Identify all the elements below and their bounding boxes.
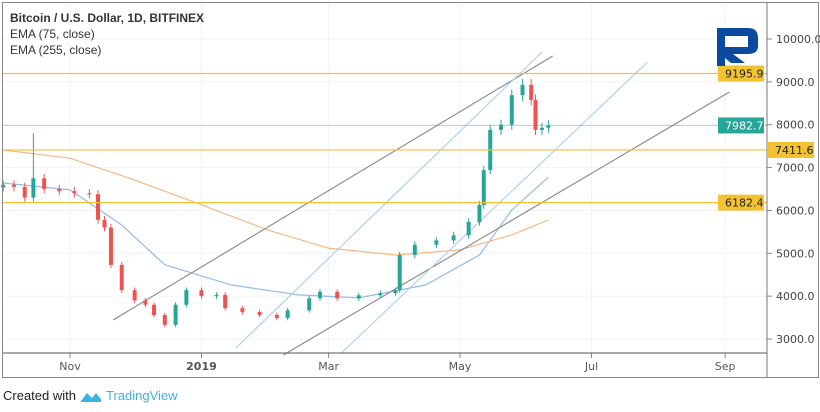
candle-body [434,240,439,245]
candle-body [533,99,538,130]
candle-body [108,227,113,265]
price-chart[interactable]: 3000.0 4000.0 5000.0 6000.0 7000.0 8000.0 9000… [0,0,820,385]
candle-body [539,127,544,130]
y-tick-label: 5000.0 [776,247,815,260]
x-tick-label: Nov [59,360,81,373]
channel-line[interactable] [341,61,648,354]
level-label: 7411.6 [775,144,814,157]
candle-body [162,315,167,325]
y-tick-label: 10000.0 [776,33,820,46]
candle-body [257,312,262,316]
candle-body [22,186,27,198]
candle-body [466,222,471,236]
x-tick-label: Sep [715,360,736,373]
candle-body [335,291,340,299]
y-tick-label: 7000.0 [776,162,815,175]
candle-body [119,264,124,291]
candle-body [499,124,504,130]
footer: Created with TradingView [3,388,178,403]
channel-line[interactable] [235,51,543,349]
indicator-ema255[interactable]: EMA (255, close) [10,43,102,57]
candle-body [393,290,398,294]
candle-body [57,189,62,192]
candle-body [87,193,92,195]
candle-body [143,300,148,305]
y-tick-label: 3000.0 [776,333,815,346]
candle-body [356,295,361,299]
level-badge [718,65,764,82]
candle-body [451,235,456,241]
level-label: 7982.7 [725,119,764,132]
candle-body [173,304,178,325]
trend-line[interactable] [283,91,730,356]
candle-body [72,191,77,194]
candle-body [102,219,107,228]
level-badge [718,117,764,134]
candle-body [477,204,482,223]
candle-body [274,315,279,319]
candle-body [184,290,189,305]
level-label: 9195.9 [725,67,764,80]
candle-body [317,291,322,299]
x-tick-label: May [449,360,472,373]
candle-body [152,304,157,316]
candle-body [412,244,417,256]
broker-logo-icon [717,28,758,66]
level-badge [718,194,764,211]
candle-body [509,95,514,125]
chart-legend: Bitcoin / U.S. Dollar, 1D, BITFINEX EMA … [10,10,204,58]
trend-line[interactable] [112,55,554,321]
tradingview-logo-icon [80,392,101,402]
candle-body [42,178,47,190]
y-tick-label: 4000.0 [776,290,815,303]
level-label: 6182.4 [725,197,764,210]
candle-body [1,184,6,188]
candle-body [520,84,525,96]
candle-body [96,194,101,220]
candle-body [285,310,290,319]
symbol-title: Bitcoin / U.S. Dollar, 1D, BITFINEX [10,11,205,25]
candle-body [31,178,36,198]
indicator-ema75[interactable]: EMA (75, close) [10,27,95,41]
candle-body [240,308,245,313]
candle-body [481,170,486,205]
candle-body [199,290,204,297]
candle-body [397,255,402,291]
footer-prefix: Created with [3,388,76,403]
candle-body [378,293,383,296]
ema255-line [3,149,549,256]
candle-body [11,184,16,187]
candle-body [214,294,219,297]
chart-border [2,2,819,378]
y-tick-label: 9000.0 [776,76,815,89]
candle-body [529,84,534,100]
candle-body [223,294,228,309]
candle-body [546,125,551,128]
ema75-line [3,176,549,299]
y-tick-label: 8000.0 [776,119,815,132]
candle-body [132,290,137,301]
x-tick-label: 2019 [186,360,217,373]
x-tick-label: Jul [584,360,598,373]
candle-body [307,298,312,311]
level-badge [768,141,814,158]
tradingview-link[interactable]: TradingView [105,388,178,403]
x-tick-label: Mar [318,360,339,373]
y-tick-label: 6000.0 [776,204,815,217]
